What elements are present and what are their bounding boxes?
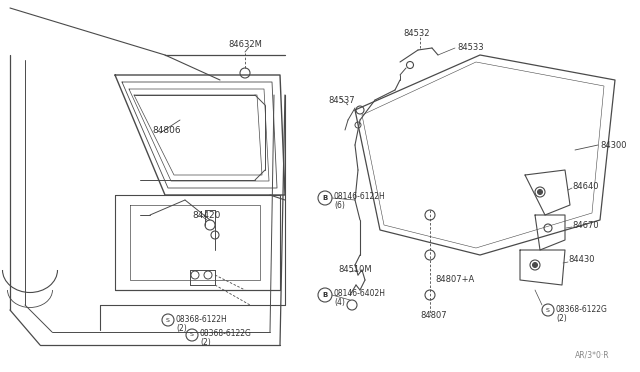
Text: 08368-6122G: 08368-6122G [200,330,252,339]
Text: 84670: 84670 [572,221,598,230]
Text: 84300: 84300 [600,141,627,150]
Text: 84420: 84420 [192,211,220,219]
Text: (2): (2) [200,339,211,347]
Text: 84533: 84533 [457,42,484,51]
Text: 84510M: 84510M [338,266,372,275]
Circle shape [532,263,538,267]
Text: (4): (4) [334,298,345,307]
Text: 08146-6402H: 08146-6402H [334,289,386,298]
Text: S: S [546,308,550,312]
Text: 84640: 84640 [572,182,598,190]
Text: S: S [190,333,194,337]
Text: S: S [166,317,170,323]
Text: (2): (2) [556,314,567,323]
Text: B: B [323,195,328,201]
Text: (2): (2) [176,324,187,334]
Text: 84807: 84807 [420,311,447,320]
Text: 84632M: 84632M [228,39,262,48]
Text: 84806: 84806 [152,125,180,135]
Text: AR/3*0·R: AR/3*0·R [575,350,610,359]
Text: 08368-6122G: 08368-6122G [556,305,608,314]
Text: B: B [323,292,328,298]
Text: 08368-6122H: 08368-6122H [176,315,228,324]
Text: 84532: 84532 [403,29,429,38]
Text: 84807+A: 84807+A [435,276,474,285]
Text: (6): (6) [334,201,345,209]
Text: 08146-6122H: 08146-6122H [334,192,386,201]
Text: 84430: 84430 [568,256,595,264]
Text: 84537: 84537 [328,96,355,105]
Circle shape [538,189,543,195]
